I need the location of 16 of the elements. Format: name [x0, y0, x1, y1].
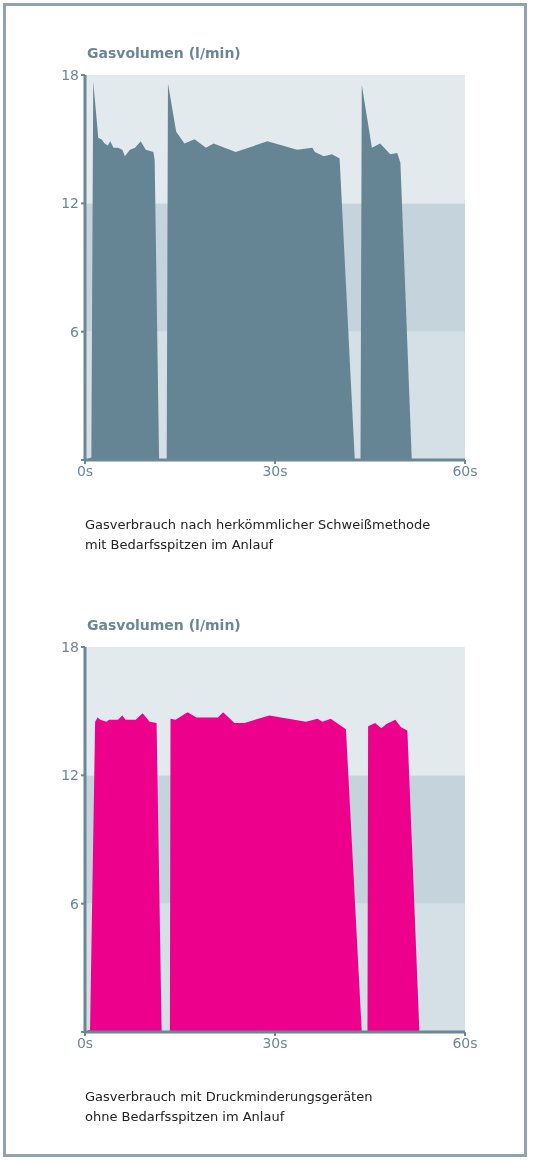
x-tick-label: 0s	[76, 462, 94, 479]
x-tick-label: 30s	[262, 1034, 288, 1051]
y-axis-title: Gasvolumen (l/min)	[87, 45, 241, 61]
text: Gasverbrauch nach herkömmlicher Schweißmethode mit Bedarfsspitzen im Anlauf	[85, 516, 431, 554]
x-tick-label: 0s	[76, 1034, 94, 1051]
x-tick-label: 60s	[452, 462, 478, 479]
y-axis-title: Gasvolumen (l/min)	[87, 617, 241, 633]
x-tick-label: 60s	[452, 1034, 478, 1051]
y-tick-label: 12	[61, 195, 79, 212]
y-tick-label: 6	[70, 895, 80, 912]
y-tick-label: 6	[70, 323, 80, 340]
y-tick-label: 18	[61, 66, 79, 83]
y-tick-label: 18	[61, 638, 79, 655]
y-tick-label: 12	[61, 767, 79, 784]
text: Gasverbrauch mit Druckminderungsgeräten ohne Bedarfsspitzen im Anlauf	[85, 1088, 373, 1126]
x-tick-label: 30s	[262, 462, 288, 479]
